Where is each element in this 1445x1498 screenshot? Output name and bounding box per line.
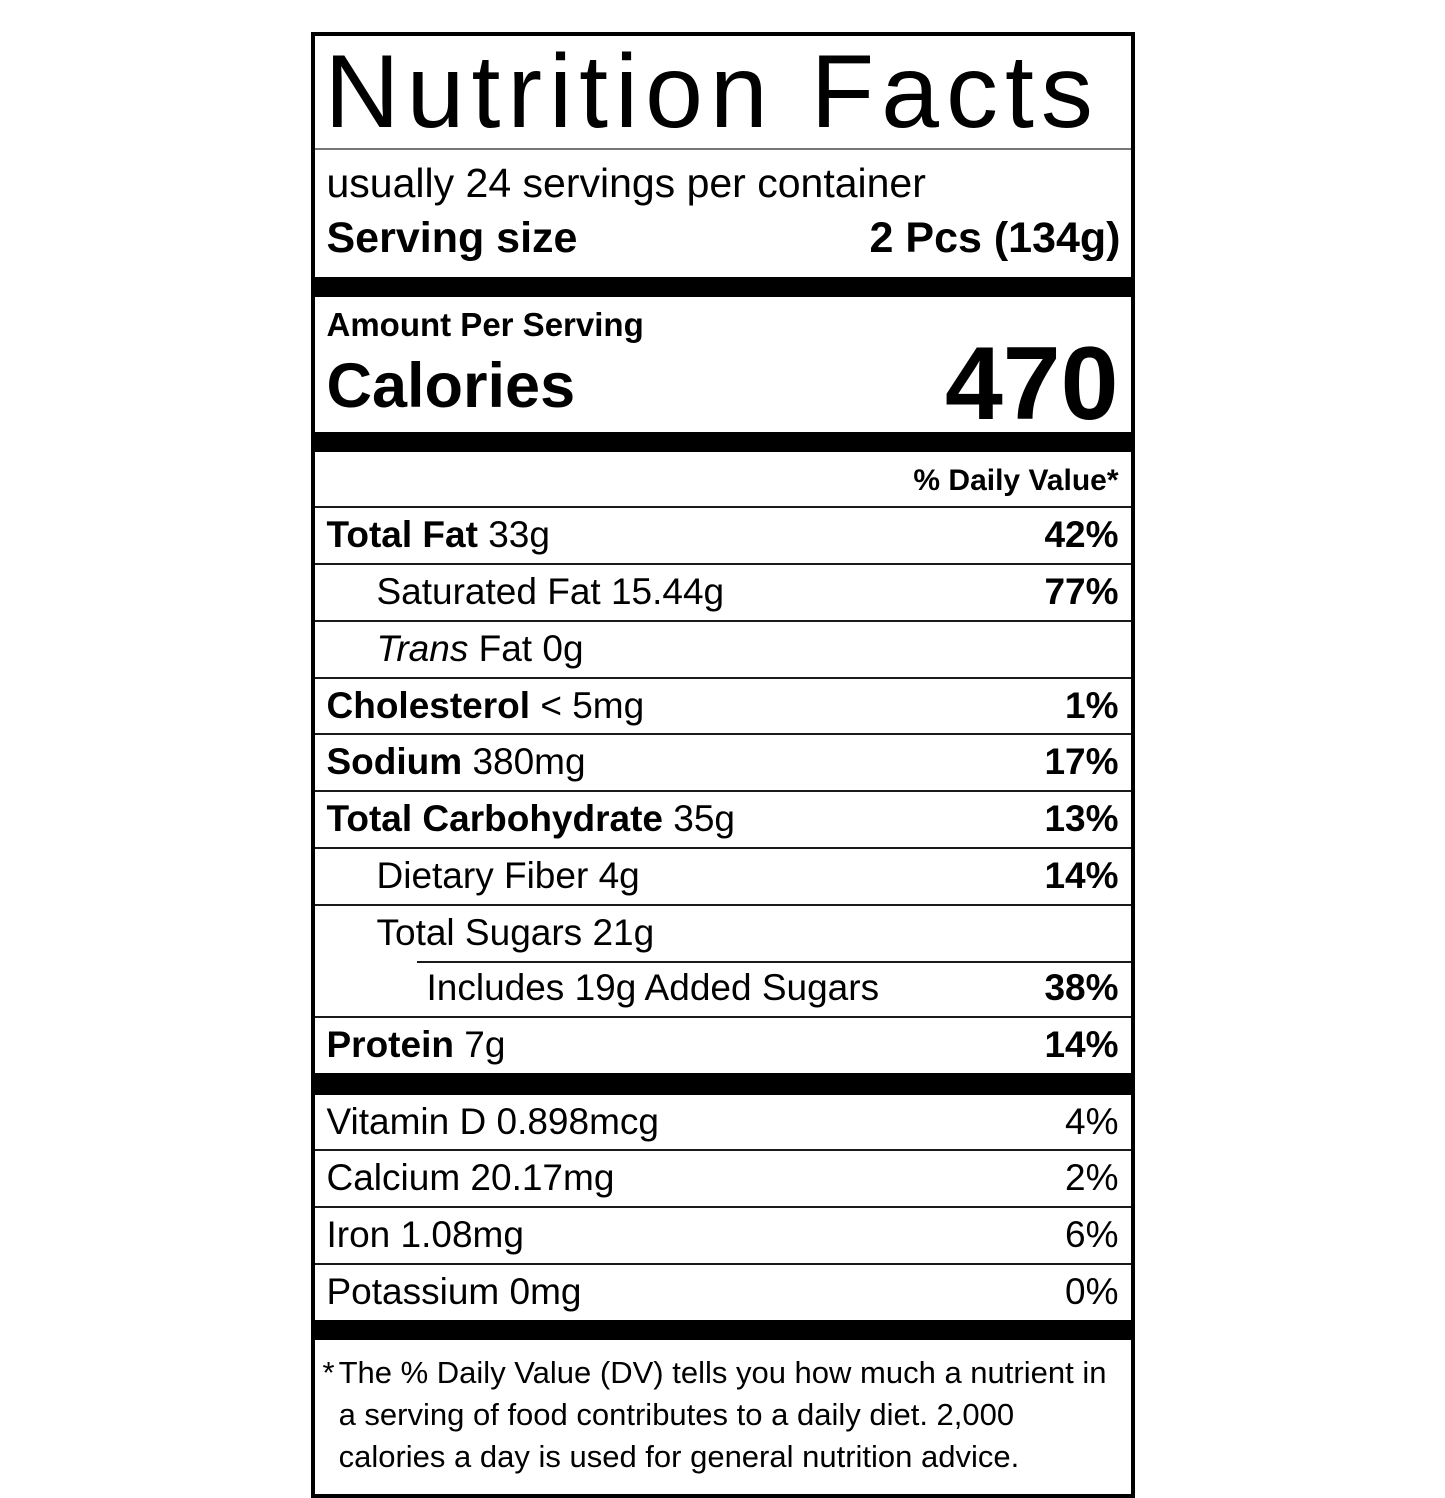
nutrient-name: Calcium bbox=[326, 1157, 461, 1199]
nutrient-dv: 1% bbox=[1065, 684, 1119, 726]
nutrient-name: Dietary Fiber bbox=[376, 855, 589, 897]
nutrient-amount: 0mg bbox=[509, 1271, 582, 1313]
micronutrient-row-vitamin-d: Vitamin D 0.898mcg 4% bbox=[315, 1095, 1131, 1150]
nutrient-amount: 7g bbox=[464, 1023, 506, 1065]
nutrient-name: Total Fat bbox=[326, 514, 478, 556]
nutrient-dv: 17% bbox=[1044, 741, 1119, 783]
micronutrient-row-calcium: Calcium 20.17mg 2% bbox=[314, 1149, 1131, 1206]
nutrient-row-trans-fat: Trans Fat 0g bbox=[314, 619, 1131, 677]
footnote-asterisk: * bbox=[322, 1354, 335, 1390]
calories-row: Calories 470 bbox=[315, 325, 1131, 442]
nutrient-row-total-carbohydrate: Total Carbohydrate 35g 13% bbox=[314, 790, 1131, 847]
nutrient-amount: 35g bbox=[673, 798, 735, 840]
nutrient-amount: < 5mg bbox=[540, 684, 645, 726]
nutrient-name: Saturated Fat bbox=[376, 570, 601, 612]
nutrient-name: Vitamin D bbox=[326, 1100, 487, 1142]
thick-divider-bar bbox=[314, 1319, 1131, 1340]
daily-value-header: % Daily Value* bbox=[913, 464, 1119, 498]
nutrient-name: Includes 19g Added Sugars bbox=[426, 966, 880, 1008]
nutrient-name: Iron bbox=[326, 1214, 391, 1256]
nutrient-name: Sodium bbox=[326, 741, 463, 783]
nutrient-row-added-sugars: Includes 19g Added Sugars 38% bbox=[315, 960, 1131, 1016]
nutrient-dv: 14% bbox=[1044, 1023, 1119, 1065]
label-title: Nutrition Facts bbox=[314, 36, 1131, 151]
nutrient-amount: 33g bbox=[488, 514, 550, 556]
nutrient-dv: 14% bbox=[1044, 855, 1119, 897]
nutrient-name: Total Sugars bbox=[376, 911, 583, 953]
nutrient-amount: 4g bbox=[598, 855, 640, 897]
calories-value: 470 bbox=[944, 325, 1119, 442]
nutrient-amount: 1.08mg bbox=[400, 1214, 524, 1256]
nutrient-row-cholesterol: Cholesterol < 5mg 1% bbox=[314, 676, 1131, 734]
micronutrient-row-iron: Iron 1.08mg 6% bbox=[314, 1206, 1131, 1263]
nutrient-amount: 15.44g bbox=[610, 570, 725, 612]
thick-divider-bar bbox=[314, 276, 1131, 297]
nutrient-name: Total Carbohydrate bbox=[326, 798, 663, 840]
serving-size-label: Serving size bbox=[326, 214, 578, 263]
amount-per-serving-label: Amount Per Serving bbox=[326, 305, 644, 343]
thick-divider-bar bbox=[314, 432, 1131, 453]
nutrient-dv: 4% bbox=[1065, 1100, 1119, 1142]
nutrient-dv: 0% bbox=[1065, 1271, 1119, 1313]
nutrient-amount: 20.17mg bbox=[470, 1157, 615, 1199]
serving-size-row: Serving size 2 Pcs (134g) bbox=[315, 207, 1131, 276]
nutrient-name: Protein bbox=[326, 1023, 454, 1065]
nutrient-dv: 13% bbox=[1044, 798, 1119, 840]
nutrient-dv: 38% bbox=[1044, 966, 1119, 1008]
nutrient-amount: 380mg bbox=[472, 741, 586, 783]
nutrient-dv: 42% bbox=[1044, 514, 1119, 556]
nutrient-row-dietary-fiber: Dietary Fiber 4g 14% bbox=[314, 847, 1131, 904]
nutrient-row-total-sugars: Total Sugars 21g bbox=[314, 903, 1131, 961]
micronutrient-row-potassium: Potassium 0mg 0% bbox=[314, 1263, 1131, 1320]
nutrient-name-italic: Trans bbox=[376, 627, 469, 669]
serving-size-value: 2 Pcs (134g) bbox=[869, 214, 1121, 263]
nutrient-amount: 0g bbox=[542, 627, 584, 669]
nutrient-row-saturated-fat: Saturated Fat 15.44g 77% bbox=[314, 562, 1131, 620]
nutrient-row-sodium: Sodium 380mg 17% bbox=[314, 733, 1131, 790]
nutrient-name: Potassium bbox=[326, 1271, 500, 1313]
daily-value-footnote: * The % Daily Value (DV) tells you how m… bbox=[315, 1340, 1131, 1494]
thick-divider-bar bbox=[314, 1072, 1131, 1095]
nutrient-name: Fat bbox=[478, 627, 533, 669]
nutrient-dv: 2% bbox=[1065, 1157, 1119, 1199]
nutrient-row-protein: Protein 7g 14% bbox=[314, 1015, 1131, 1073]
calories-label: Calories bbox=[326, 351, 576, 422]
nutrient-dv: 77% bbox=[1044, 570, 1119, 612]
nutrition-facts-label: Nutrition Facts usually 24 servings per … bbox=[310, 32, 1135, 1498]
nutrient-amount: 21g bbox=[592, 911, 655, 953]
servings-per-container: usually 24 servings per container bbox=[326, 160, 926, 207]
footnote-text: The % Daily Value (DV) tells you how muc… bbox=[338, 1354, 1107, 1475]
nutrient-row-total-fat: Total Fat 33g 42% bbox=[314, 506, 1131, 563]
nutrient-amount: 0.898mcg bbox=[496, 1100, 660, 1142]
nutrient-dv: 6% bbox=[1065, 1214, 1119, 1256]
nutrient-name: Cholesterol bbox=[326, 684, 531, 726]
